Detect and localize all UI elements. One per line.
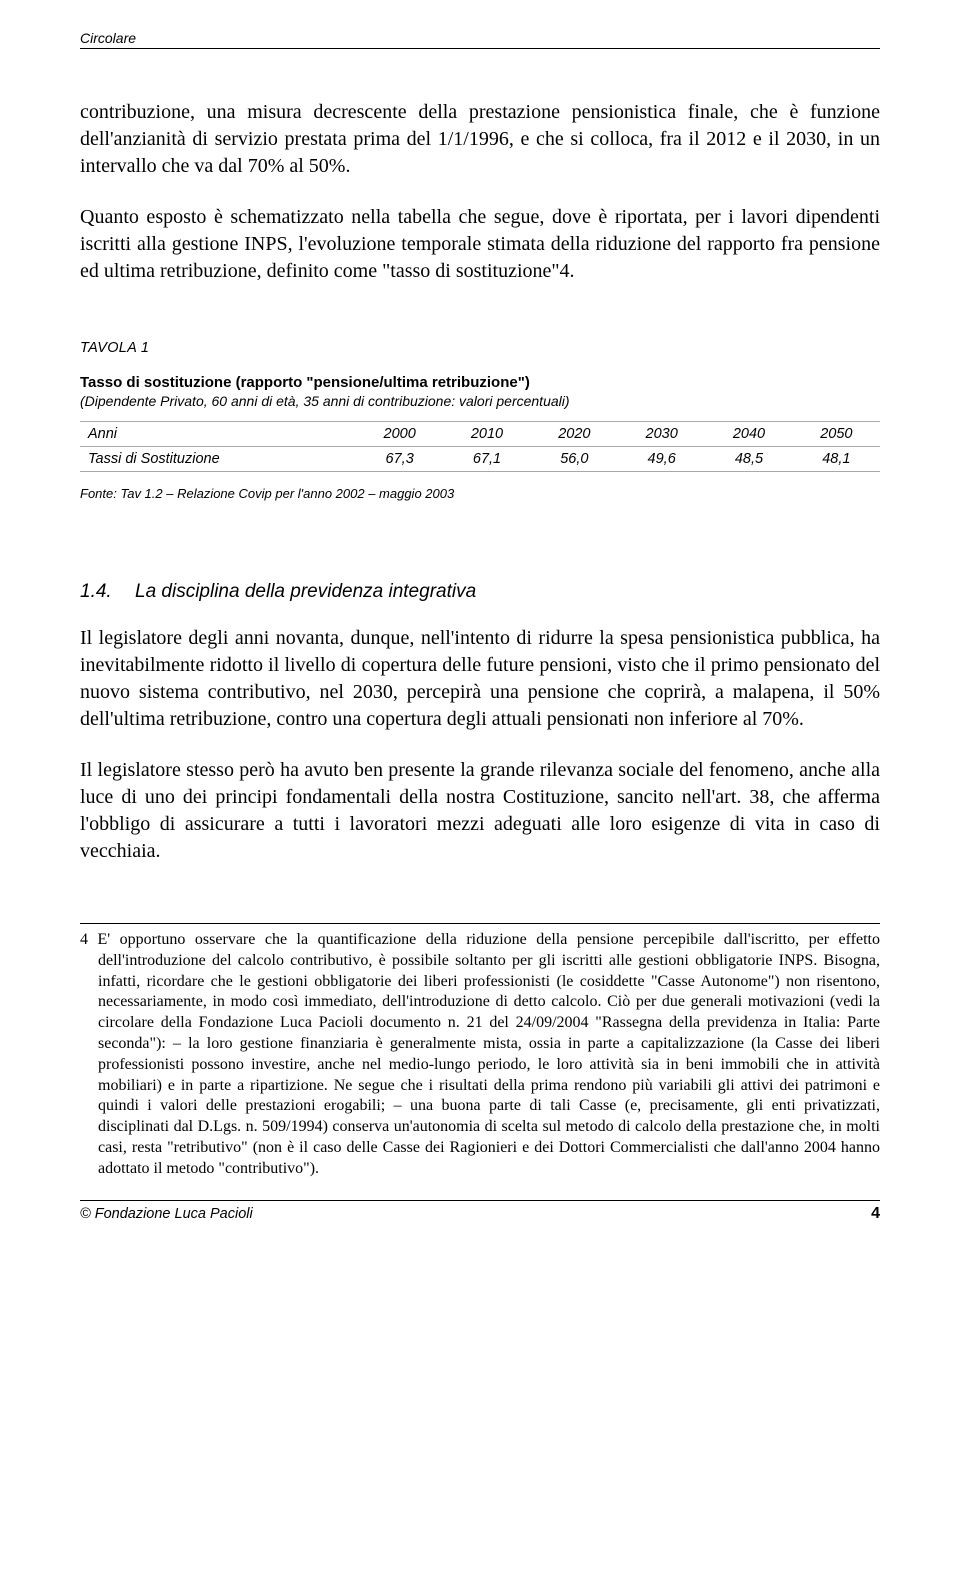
paragraph-4: Il legislatore stesso però ha avuto ben … [80,757,880,865]
page-footer: © Fondazione Luca Pacioli 4 [80,1205,880,1223]
header-rule [80,48,880,49]
section-number: 1.4. [80,581,135,603]
tavola-label: TAVOLA 1 [80,340,880,356]
cell: 2020 [531,422,618,447]
tavola-1: TAVOLA 1 Tasso di sostituzione (rapporto… [80,340,880,501]
table-row: Anni 2000 2010 2020 2030 2040 2050 [80,422,880,447]
cell: 2050 [793,422,880,447]
footer-copyright: © Fondazione Luca Pacioli [80,1206,253,1222]
paragraph-2: Quanto esposto è schematizzato nella tab… [80,204,880,285]
running-header: Circolare [80,30,880,46]
section-heading: 1.4.La disciplina della previdenza integ… [80,581,880,603]
page-number: 4 [871,1205,880,1223]
cell: 67,3 [356,447,443,472]
cell: 49,6 [618,447,705,472]
cell: 2030 [618,422,705,447]
footnote-rule [80,923,880,924]
cell: 2000 [356,422,443,447]
tavola-title: Tasso di sostituzione (rapporto "pension… [80,374,880,391]
document-page: Circolare contribuzione, una misura decr… [0,0,960,1589]
cell: 2040 [705,422,792,447]
paragraph-1: contribuzione, una misura decrescente de… [80,99,880,180]
cell: 48,1 [793,447,880,472]
tavola-source: Fonte: Tav 1.2 – Relazione Covip per l'a… [80,486,880,501]
cell: 67,1 [443,447,530,472]
cell: 2010 [443,422,530,447]
footnote-4: 4 E' opportuno osservare che la quantifi… [80,930,880,1180]
tavola-table: Anni 2000 2010 2020 2030 2040 2050 Tassi… [80,421,880,472]
footer-rule [80,1200,880,1201]
row-label-values: Tassi di Sostituzione [80,447,356,472]
cell: 56,0 [531,447,618,472]
paragraph-3: Il legislatore degli anni novanta, dunqu… [80,625,880,733]
tavola-subtitle: (Dipendente Privato, 60 anni di età, 35 … [80,393,880,409]
section-title: La disciplina della previdenza integrati… [135,581,476,602]
row-label-years: Anni [80,422,356,447]
table-row: Tassi di Sostituzione 67,3 67,1 56,0 49,… [80,447,880,472]
cell: 48,5 [705,447,792,472]
